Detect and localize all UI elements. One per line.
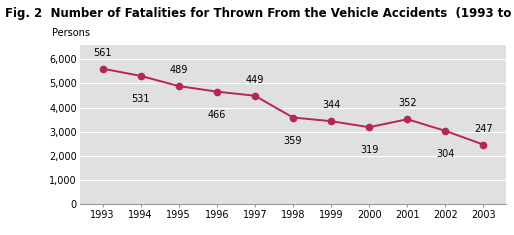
Text: 531: 531	[132, 94, 150, 104]
Text: 466: 466	[208, 110, 226, 120]
Text: 489: 489	[170, 65, 188, 75]
Text: 247: 247	[474, 124, 493, 133]
Text: 449: 449	[246, 75, 264, 85]
Text: 304: 304	[436, 149, 454, 159]
Text: 319: 319	[360, 145, 378, 155]
Text: 352: 352	[398, 98, 416, 108]
Text: 561: 561	[93, 47, 112, 58]
Text: Fig. 2  Number of Fatalities for Thrown From the Vehicle Accidents  (1993 to 200: Fig. 2 Number of Fatalities for Thrown F…	[5, 7, 514, 20]
Text: 344: 344	[322, 100, 340, 110]
Text: Persons: Persons	[52, 28, 90, 38]
Text: 359: 359	[284, 136, 302, 146]
